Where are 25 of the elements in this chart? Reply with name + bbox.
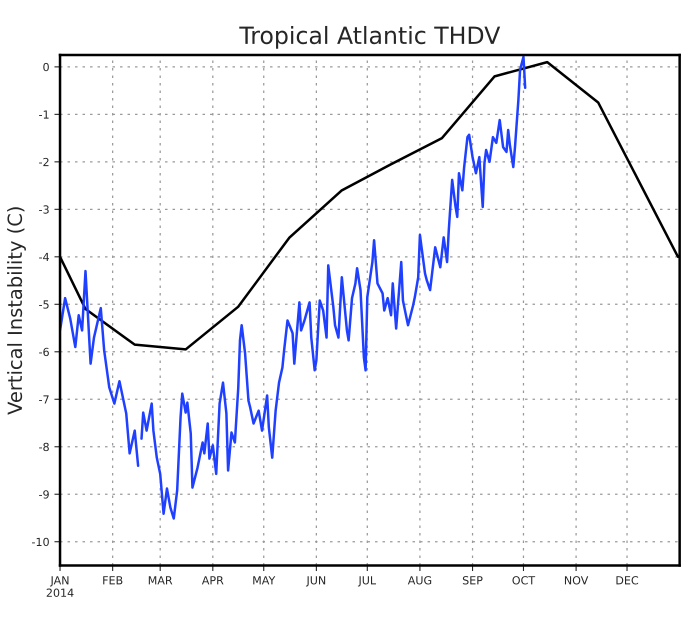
y-tick-label: -2 [39, 158, 48, 166]
x-tick-label: FEB [103, 576, 122, 584]
x-tick-label: AUG [408, 576, 432, 584]
y-tick-label: -6 [39, 348, 49, 356]
x-tick-label: APR [202, 576, 224, 584]
y-tick-label: -9 [39, 490, 49, 499]
y-tick-label: -4 [39, 252, 49, 262]
y-tick-label: -10 [32, 538, 49, 546]
x-tick-label: SEP [462, 576, 483, 584]
x-tick-label: MAY [253, 576, 276, 584]
x-tick-label: NOV [564, 576, 588, 584]
x-tick-label: JUL [358, 576, 376, 587]
y-tick-label: 0 [43, 62, 49, 72]
y-tick-label: -3 [39, 205, 49, 214]
y-tick-label: -1 [39, 110, 49, 119]
y-tick-label: -7 [39, 395, 49, 404]
y-axis-title: Vertical Instability (C) [7, 207, 26, 415]
x-tick-label: MAR [148, 576, 172, 584]
x-tick-label: JUN [306, 576, 326, 587]
y-tick-label: -5 [39, 300, 49, 309]
chart-title: Tropical Atlantic THDV [239, 26, 500, 49]
x-tick-label: OCT [512, 576, 536, 584]
x-tick-label: JAN 2014 [46, 576, 74, 597]
y-tick-label: -8 [39, 442, 49, 452]
x-tick-label: DEC [616, 576, 638, 584]
